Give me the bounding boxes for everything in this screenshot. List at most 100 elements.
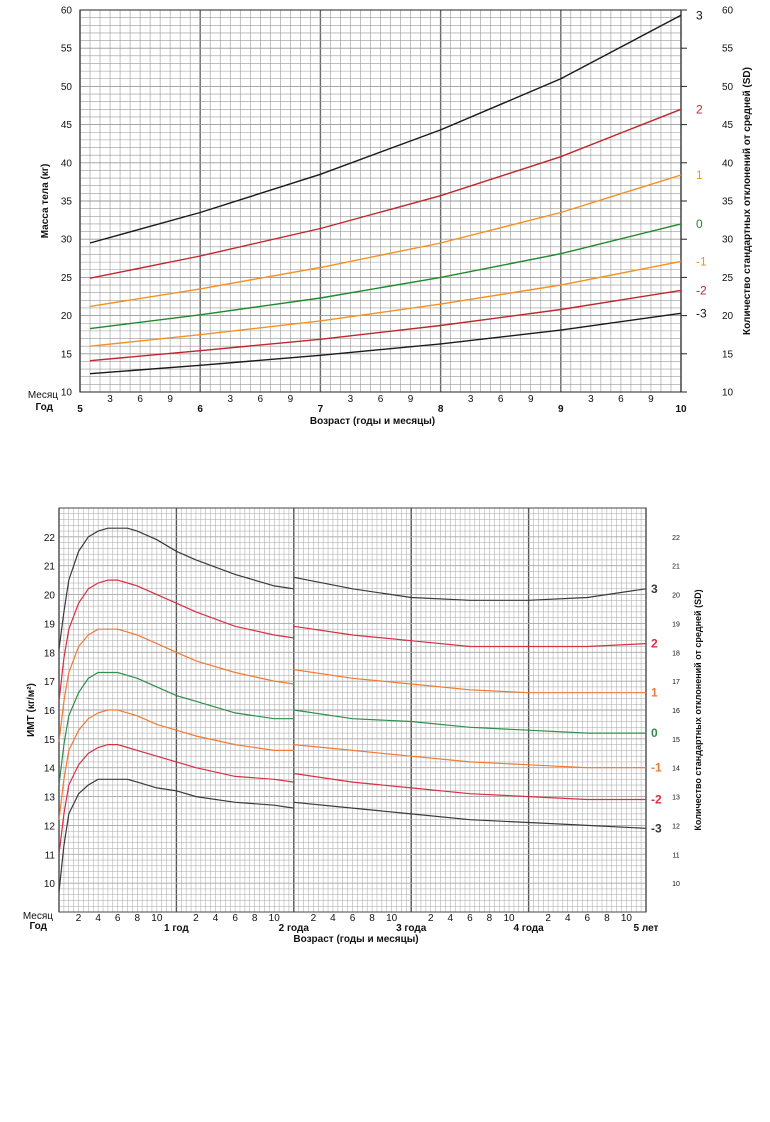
- y-tick-label-right: 18: [672, 650, 680, 657]
- y-tick-label-left: 20: [61, 311, 73, 322]
- month-tick-label: 2: [428, 913, 434, 924]
- y-tick-label-right: 50: [722, 82, 734, 93]
- series-line-sd--1-24-60m: [293, 744, 646, 769]
- series-line-sd-2-24-60m: [293, 625, 647, 648]
- month-tick-label: 8: [134, 913, 140, 924]
- month-tick-label: 2: [311, 913, 317, 924]
- y-tick-label-right: 10: [722, 388, 734, 399]
- y-tick-label-left: 15: [61, 349, 73, 360]
- y-tick-label-right: 17: [672, 679, 680, 686]
- series-label-sd-1: 1: [651, 686, 658, 700]
- y-axis-title-left: Масса тела (кг): [40, 164, 51, 239]
- y-axis-title-left: ИМТ (кг/м²): [26, 683, 37, 737]
- month-tick-label: 6: [618, 394, 624, 405]
- y-tick-label-right: 19: [672, 621, 680, 628]
- y-tick-label-left: 12: [44, 821, 56, 832]
- month-tick-label: 3: [227, 394, 233, 405]
- y-tick-label-left: 10: [44, 879, 56, 890]
- year-tick-label: 5: [77, 404, 83, 415]
- year-row-label: Год: [36, 402, 54, 413]
- series-line-sd-1: [89, 174, 682, 308]
- month-tick-label: 8: [369, 913, 375, 924]
- y-tick-label-right: 20: [722, 311, 734, 322]
- y-tick-label-right: 14: [672, 766, 680, 773]
- month-tick-label: 10: [386, 913, 398, 924]
- y-tick-label-left: 13: [44, 793, 56, 804]
- y-tick-label-left: 30: [61, 235, 73, 246]
- y-tick-label-right: 10: [672, 881, 680, 888]
- series-label-sd--1: -1: [696, 254, 707, 268]
- y-tick-label-right: 22: [672, 535, 680, 542]
- month-tick-label: 6: [498, 394, 504, 405]
- y-tick-label-right: 20: [672, 593, 680, 600]
- series-line-sd-2: [89, 108, 682, 279]
- year-tick-label: 10: [675, 404, 687, 415]
- month-tick-label: 8: [252, 913, 258, 924]
- y-tick-label-right: 55: [722, 44, 734, 55]
- month-tick-label: 3: [107, 394, 113, 405]
- y-tick-label-left: 19: [44, 619, 56, 630]
- y-tick-label-left: 35: [61, 197, 73, 208]
- series-label-sd-2: 2: [696, 102, 703, 116]
- series-label-sd--2: -2: [651, 792, 662, 806]
- series-line-sd-0: [89, 223, 682, 330]
- series-label-sd--3: -3: [651, 821, 662, 835]
- series-line-sd-1-0-24m: [58, 628, 294, 742]
- y-tick-label-left: 18: [44, 648, 56, 659]
- series-label-sd-0: 0: [651, 726, 658, 740]
- month-tick-label: 3: [348, 394, 354, 405]
- month-tick-label: 6: [350, 913, 356, 924]
- month-tick-label: 9: [408, 394, 414, 405]
- y-tick-label-left: 20: [44, 591, 56, 602]
- y-tick-label-left: 50: [61, 82, 73, 93]
- month-tick-label: 2: [76, 913, 82, 924]
- series-line-sd--3: [89, 312, 682, 375]
- month-tick-label: 9: [288, 394, 294, 405]
- y-tick-label-left: 25: [61, 273, 73, 284]
- year-row-label: Год: [30, 921, 48, 932]
- y-tick-label-left: 60: [61, 6, 73, 17]
- series-line-sd--1: [89, 260, 682, 347]
- month-tick-label: 9: [167, 394, 173, 405]
- y-tick-label-left: 15: [44, 735, 56, 746]
- series-label-sd--2: -2: [696, 283, 707, 297]
- y-tick-label-right: 21: [672, 564, 680, 571]
- month-tick-label: 8: [487, 913, 493, 924]
- y-tick-label-right: 16: [672, 708, 680, 715]
- series-line-sd-3: [89, 14, 682, 244]
- month-row-label: Месяц: [23, 911, 53, 922]
- month-tick-label: 6: [258, 394, 264, 405]
- year-tick-label: 5 лет: [634, 923, 659, 934]
- month-row-label: Месяц: [28, 390, 58, 401]
- month-tick-label: 6: [115, 913, 121, 924]
- month-tick-label: 10: [269, 913, 281, 924]
- y-tick-label-right: 15: [722, 349, 734, 360]
- month-tick-label: 6: [378, 394, 384, 405]
- series-label-sd-1: 1: [696, 168, 703, 182]
- series-line-sd--2-24-60m: [293, 772, 646, 801]
- month-tick-label: 9: [528, 394, 534, 405]
- y-tick-label-left: 45: [61, 120, 73, 131]
- y-tick-label-right: 30: [722, 235, 734, 246]
- month-tick-label: 3: [468, 394, 474, 405]
- series-line-sd-0-0-24m: [58, 671, 294, 786]
- month-tick-label: 2: [193, 913, 199, 924]
- series-line-sd-2-0-24m: [58, 579, 294, 702]
- y-tick-label-right: 45: [722, 120, 734, 131]
- month-tick-label: 4: [213, 913, 219, 924]
- series-line-sd-3-24-60m: [293, 576, 647, 601]
- x-axis-title: Возраст (годы и месяцы): [310, 416, 435, 427]
- month-tick-label: 10: [621, 913, 633, 924]
- series-label-sd--3: -3: [696, 306, 707, 320]
- y-tick-label-left: 40: [61, 158, 73, 169]
- month-tick-label: 6: [137, 394, 143, 405]
- series-line-sd--1-0-24m: [58, 709, 294, 820]
- month-tick-label: 3: [588, 394, 594, 405]
- year-tick-label: 9: [558, 404, 564, 415]
- plot-frame: [58, 507, 647, 913]
- month-tick-label: 6: [585, 913, 591, 924]
- month-tick-label: 4: [565, 913, 571, 924]
- year-tick-label: 8: [438, 404, 444, 415]
